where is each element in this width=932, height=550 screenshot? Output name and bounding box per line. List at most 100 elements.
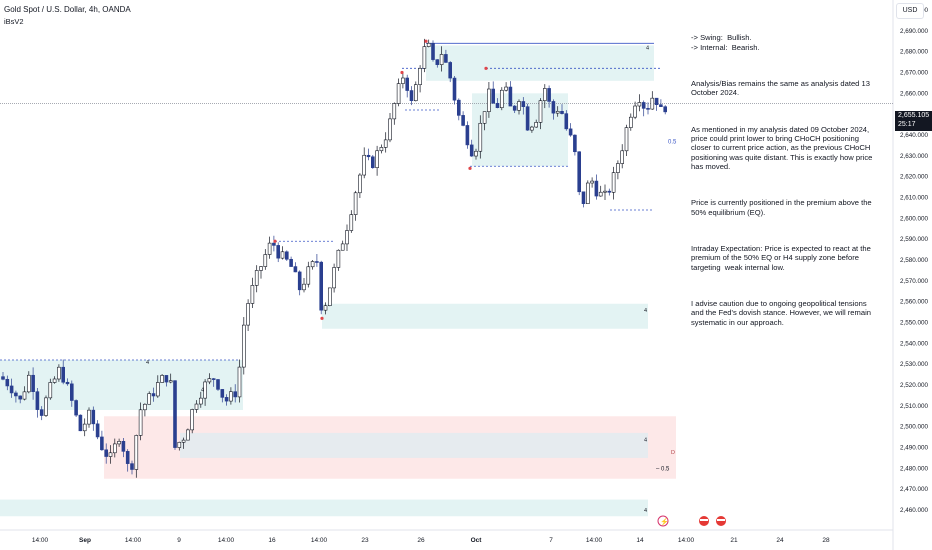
candle-body bbox=[585, 182, 590, 204]
candle-body bbox=[181, 439, 186, 443]
candle-body bbox=[276, 245, 281, 259]
candle-body bbox=[87, 409, 91, 425]
candle-body bbox=[379, 147, 384, 152]
candle-body bbox=[9, 385, 14, 394]
candle-body bbox=[78, 414, 83, 432]
y-tick-label: 2,640.000 bbox=[900, 132, 929, 139]
candle-body bbox=[426, 42, 431, 47]
x-tick-label: 23 bbox=[361, 537, 369, 544]
zone-label: 4 bbox=[146, 360, 149, 366]
candle-body bbox=[598, 191, 603, 197]
last-price-label: 2,655.105 25:17 bbox=[895, 111, 932, 131]
candle-body bbox=[508, 86, 513, 107]
candle-body bbox=[624, 127, 629, 152]
candle-body bbox=[405, 77, 410, 91]
candle-body bbox=[431, 42, 435, 60]
candle-body bbox=[194, 403, 199, 410]
y-tick-label: 2,540.000 bbox=[900, 340, 929, 347]
candle-body bbox=[530, 126, 534, 131]
flag-stripe bbox=[700, 519, 708, 521]
candle-body bbox=[14, 392, 18, 397]
supply-zone-top bbox=[426, 45, 654, 81]
candle-body bbox=[52, 378, 57, 383]
candle-body bbox=[211, 378, 216, 380]
candle-body bbox=[370, 156, 375, 168]
candle-body bbox=[130, 463, 134, 470]
candle-body bbox=[594, 180, 599, 197]
candle-body bbox=[125, 451, 130, 464]
candle-body bbox=[267, 242, 272, 255]
symbol-title: Gold Spot / U.S. Dollar, 4h, OANDA bbox=[4, 5, 131, 14]
x-tick-label: 14:00 bbox=[678, 537, 695, 544]
eq-label-premium: 0.5 bbox=[668, 139, 677, 145]
candle-body bbox=[65, 381, 70, 385]
candle-body bbox=[409, 90, 414, 102]
y-tick-label: 2,590.000 bbox=[900, 236, 929, 243]
candle-body bbox=[168, 380, 173, 383]
candle-body bbox=[345, 230, 349, 245]
candle-body bbox=[237, 366, 242, 398]
x-tick-label: Oct bbox=[471, 537, 483, 544]
candle-body bbox=[35, 391, 40, 410]
candle-body bbox=[383, 139, 388, 148]
x-tick-label: 7 bbox=[549, 537, 553, 544]
candle-body bbox=[134, 435, 139, 470]
x-tick-label: 16 bbox=[268, 537, 276, 544]
y-tick-label: 2,570.000 bbox=[900, 278, 929, 285]
zone-label: 4 bbox=[201, 387, 204, 393]
candle-body bbox=[469, 144, 474, 157]
candle-body bbox=[538, 100, 543, 123]
candle-body bbox=[138, 409, 143, 436]
currency-button[interactable]: USD bbox=[896, 3, 924, 19]
candle-body bbox=[478, 122, 483, 152]
candle-body bbox=[491, 88, 496, 104]
note-premium: Price is currently positioned in the pre… bbox=[691, 198, 874, 217]
indicator-label[interactable]: iBsV2 bbox=[4, 17, 24, 26]
candle-body bbox=[5, 378, 10, 387]
x-tick-label: 14:00 bbox=[586, 537, 603, 544]
candle-body bbox=[233, 391, 237, 398]
y-tick-label: 2,510.000 bbox=[900, 403, 929, 410]
candle-body bbox=[250, 285, 255, 304]
d-label: D bbox=[671, 450, 675, 456]
demand-zone-sep-lower bbox=[322, 303, 648, 329]
candle-body bbox=[22, 391, 27, 400]
y-tick-label: 2,460.000 bbox=[900, 507, 929, 514]
y-tick-label: 2,530.000 bbox=[900, 361, 929, 368]
eq-zone-band bbox=[180, 432, 648, 458]
candle-body bbox=[474, 150, 478, 157]
candle-body bbox=[495, 102, 500, 108]
last-price-value: 2,655.105 bbox=[898, 112, 930, 119]
candle-body bbox=[555, 110, 560, 114]
candle-body bbox=[349, 214, 354, 231]
y-tick-label: 2,480.000 bbox=[900, 465, 929, 472]
candle-body bbox=[31, 374, 35, 392]
y-tick-label: 2,520.000 bbox=[900, 382, 929, 389]
y-tick-label: 2,680.000 bbox=[900, 49, 929, 56]
candle-body bbox=[362, 154, 367, 176]
candle-body bbox=[422, 46, 427, 69]
x-tick-label: 21 bbox=[730, 537, 738, 544]
note-bias: Analysis/Bias remains the same as analys… bbox=[691, 79, 873, 98]
candle-body bbox=[620, 150, 625, 164]
candle-body bbox=[607, 190, 612, 193]
candle-body bbox=[147, 393, 151, 405]
candle-body bbox=[456, 99, 461, 116]
candle-body bbox=[199, 397, 203, 405]
candle-body bbox=[143, 403, 147, 411]
candle-body bbox=[487, 88, 491, 112]
candle-body bbox=[284, 251, 289, 260]
note-swing-internal: -> Swing: Bullish. -> Internal: Bearish. bbox=[691, 33, 760, 52]
candle-body bbox=[48, 382, 53, 399]
x-tick-label: 26 bbox=[417, 537, 425, 544]
candle-body bbox=[375, 150, 379, 168]
candle-body bbox=[568, 128, 573, 136]
candle-body bbox=[57, 366, 61, 380]
candle-body bbox=[504, 86, 508, 91]
candle-body bbox=[560, 110, 564, 114]
candle-body bbox=[254, 270, 259, 286]
candle-body bbox=[156, 382, 160, 397]
candle-body bbox=[413, 84, 418, 102]
y-tick-label: 2,470.000 bbox=[900, 486, 929, 493]
